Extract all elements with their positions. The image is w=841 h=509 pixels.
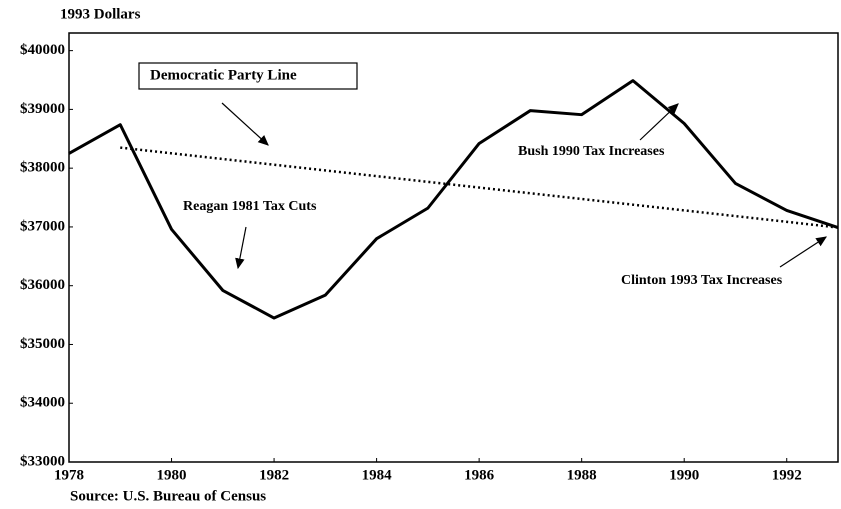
trend-label: Democratic Party Line [150, 67, 297, 83]
annotation: Clinton 1993 Tax Increases [621, 273, 783, 288]
annotation: Bush 1990 Tax Increases [518, 144, 665, 159]
arrow [639, 103, 679, 141]
y-tick-label: $39000 [20, 101, 65, 117]
arrow [235, 226, 247, 270]
x-tick-label: 1980 [157, 467, 187, 483]
y-tick-label: $35000 [20, 336, 65, 352]
trend-line [120, 146, 839, 229]
data-line [68, 79, 839, 320]
annotation: Reagan 1981 Tax Cuts [183, 199, 317, 214]
y-tick-label: $38000 [20, 160, 65, 176]
y-tick-label: $37000 [20, 218, 65, 234]
x-tick-label: 1992 [772, 467, 802, 483]
arrow [221, 102, 269, 146]
y-tick-label: $34000 [20, 395, 65, 411]
x-tick-label: 1990 [669, 467, 699, 483]
y-tick-label: $36000 [20, 277, 65, 293]
arrow [779, 236, 828, 268]
x-tick-label: 1984 [362, 467, 393, 483]
annotation-box [138, 62, 358, 90]
y-axis-label: 1993 Dollars [60, 6, 141, 22]
plot-frame [68, 32, 839, 463]
y-tick-label: $40000 [20, 42, 65, 58]
x-tick-label: 1988 [567, 467, 597, 483]
x-tick-label: 1978 [54, 467, 84, 483]
y-tick-label: $33000 [20, 453, 65, 469]
x-tick-label: 1982 [259, 467, 289, 483]
x-tick-label: 1986 [464, 467, 495, 483]
source-note: Source: U.S. Bureau of Census [70, 488, 266, 504]
